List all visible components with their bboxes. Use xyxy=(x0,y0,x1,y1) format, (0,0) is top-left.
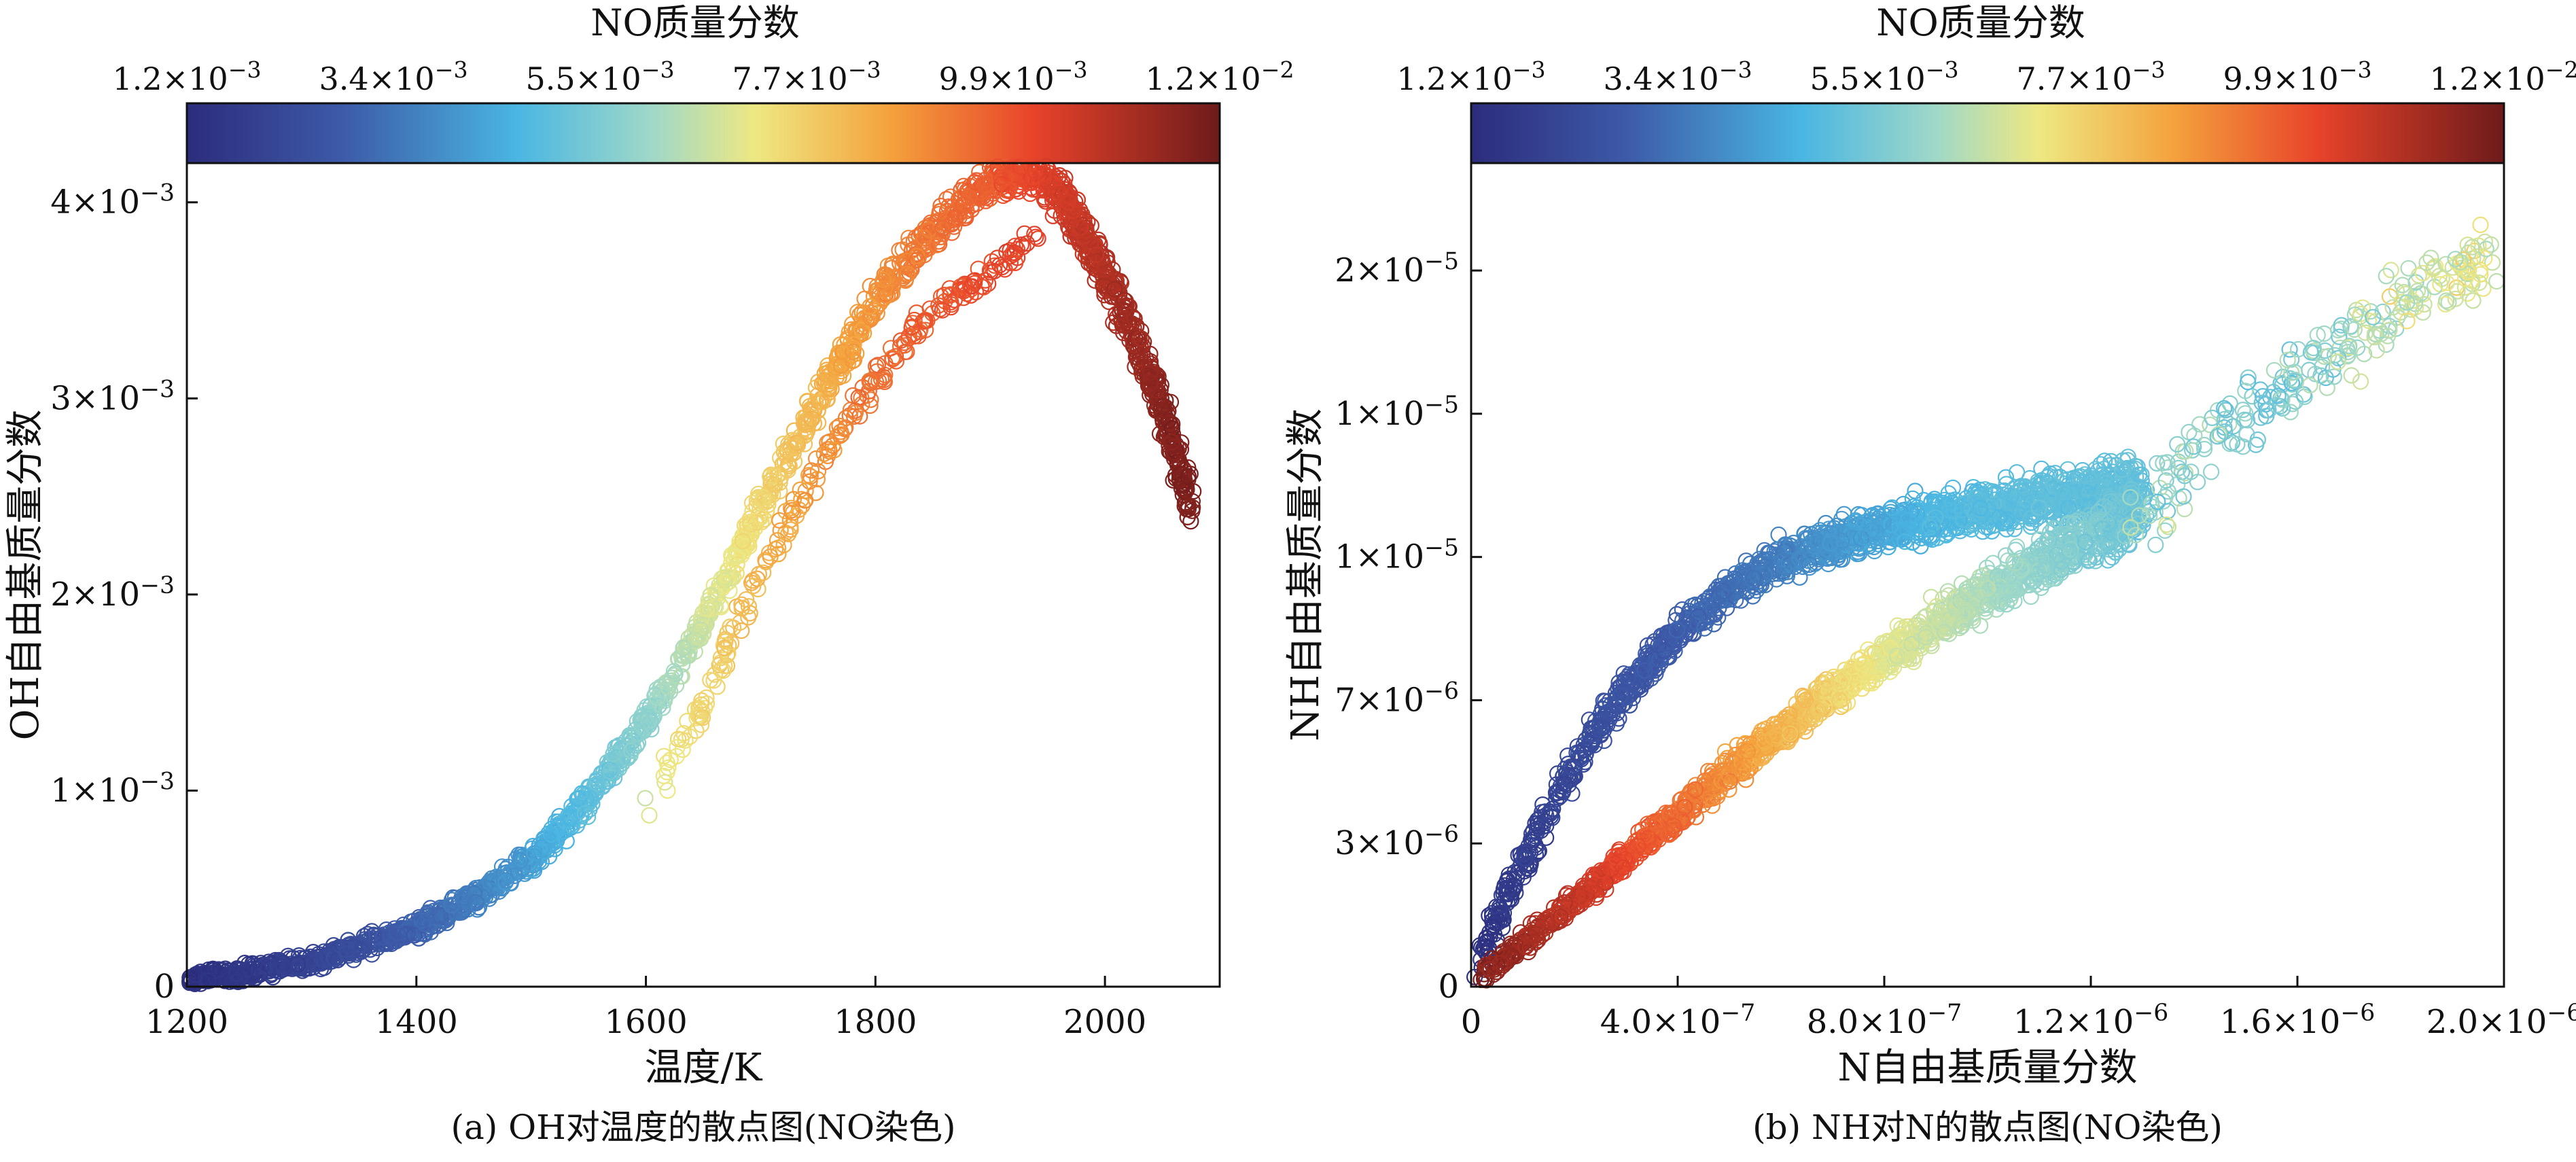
scatter-point xyxy=(659,782,676,799)
colorbar-tick-label: 7.7×10−3 xyxy=(2016,56,2165,97)
scatter-point xyxy=(1044,207,1061,224)
colorbar-tick-label: 1.2×10−2 xyxy=(2429,56,2576,97)
scatter-point xyxy=(780,436,797,453)
scatter-point xyxy=(607,762,624,779)
colorbar-tick-label: 1.2×10−3 xyxy=(112,56,261,97)
scatter-point xyxy=(847,323,865,340)
panel-b: NO质量分数 1.2×10−3 3.4×10−3 5.5×10−3 7.7×10−3 9… xyxy=(1284,1,2576,1147)
plot-a-caption: (a) OH对温度的散点图(NO染色) xyxy=(451,1108,955,1147)
colorbar-tick-label: 9.9×10−3 xyxy=(2223,56,2371,97)
scatter-point xyxy=(747,512,764,530)
scatter-point xyxy=(938,190,955,208)
scatter-point xyxy=(871,295,888,312)
scatter-point xyxy=(862,304,879,321)
x-tick-label: 1200 xyxy=(145,1003,228,1041)
colorbar-tick-label: 5.5×10−3 xyxy=(1810,56,1958,97)
y-tick-label: 2×10−3 xyxy=(50,572,175,614)
scatter-point xyxy=(931,203,949,220)
colorbar-tick-label: 5.5×10−3 xyxy=(525,56,674,97)
colorbar-a-tick-labels: 1.2×10−3 3.4×10−3 5.5×10−3 7.7×10−3 9.9×10−3… xyxy=(112,56,1294,97)
panel-a: NO质量分数 1.2×10−3 3.4×10−3 5.5×10−3 7.7×10−3 9… xyxy=(3,1,1294,1147)
scatter-point xyxy=(1129,353,1147,370)
scatter-point xyxy=(836,354,853,371)
plot-a-frame xyxy=(186,162,1221,988)
scatter-point xyxy=(747,514,765,531)
colorbar-b-title: NO质量分数 xyxy=(1876,1,2085,44)
scatter-point xyxy=(1169,453,1186,471)
scatter-point xyxy=(774,455,791,473)
scatter-point xyxy=(807,485,824,501)
x-tick-label: 1400 xyxy=(375,1003,458,1041)
x-tick-label: 1600 xyxy=(604,1003,687,1041)
colorbar-tick-label: 9.9×10−3 xyxy=(938,56,1087,97)
plot-a-ylabel: OH自由基质量分数 xyxy=(3,410,48,741)
y-tick-label: 3×10−3 xyxy=(50,376,175,417)
x-tick-label: 2000 xyxy=(1063,1003,1146,1041)
scatter-point xyxy=(747,520,764,537)
plot-a-marks xyxy=(181,158,1202,993)
plot-a-xlabel: 温度/K xyxy=(645,1046,763,1090)
colorbar-b-tick-labels: 1.2×10−3 3.4×10−3 5.5×10−3 7.7×10−3 9.9×10−3… xyxy=(1396,56,2576,97)
plot-b-marks xyxy=(1466,216,2505,989)
colorbar-a xyxy=(186,102,1221,164)
colorbar-tick-label: 1.2×10−3 xyxy=(1396,56,1545,97)
colorbar-b xyxy=(1470,102,2505,164)
colorbar-a-title: NO质量分数 xyxy=(590,1,800,44)
plot-a-axes: 1200 1400 1600 1800 2000 0 1×10−3 2×10−3 3×10−3 4… xyxy=(50,180,1146,1041)
scatter-point xyxy=(728,556,745,573)
colorbar-tick-label: 3.4×10−3 xyxy=(319,56,467,97)
scatter-point xyxy=(589,775,606,792)
y-tick-label: 0 xyxy=(154,968,175,1006)
scatter-point xyxy=(365,932,382,949)
y-tick-label: 4×10−3 xyxy=(50,180,175,222)
scatter-point xyxy=(1101,277,1119,294)
colorbar-tick-label: 7.7×10−3 xyxy=(732,56,881,97)
x-tick-label: 1800 xyxy=(834,1003,917,1041)
scatter-point xyxy=(723,569,740,587)
scatter-point xyxy=(601,761,618,778)
scatter-point xyxy=(939,216,957,233)
scatter-point xyxy=(641,807,658,824)
scatter-point xyxy=(786,422,803,439)
scatter-point xyxy=(637,790,654,807)
y-tick-label: 1×10−3 xyxy=(50,768,175,809)
colorbar-tick-label: 3.4×10−3 xyxy=(1603,56,1752,97)
scatter-point xyxy=(608,748,625,766)
colorbar-tick-label: 1.2×10−2 xyxy=(1145,56,1294,97)
